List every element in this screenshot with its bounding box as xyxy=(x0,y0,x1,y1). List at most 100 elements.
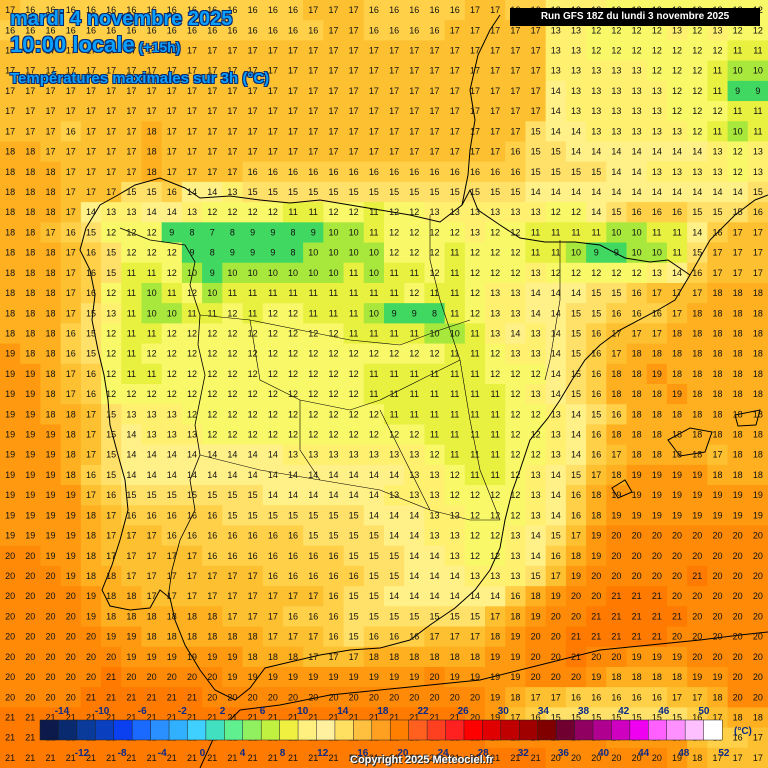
temperature-value: 21 xyxy=(106,672,116,682)
temperature-cell xyxy=(687,181,708,203)
temperature-cell xyxy=(222,545,244,567)
temperature-cell xyxy=(545,262,567,284)
temperature-cell xyxy=(60,464,82,486)
temperature-value: 14 xyxy=(551,369,561,379)
temperature-cell xyxy=(747,505,768,527)
temperature-value: 16 xyxy=(248,5,258,15)
temperature-value: 17 xyxy=(227,46,237,56)
temperature-cell xyxy=(161,485,183,506)
temperature-value: 14 xyxy=(167,470,177,480)
temperature-value: 21 xyxy=(632,611,642,621)
temperature-cell xyxy=(505,606,527,628)
temperature-cell xyxy=(323,262,345,284)
temperature-cell xyxy=(626,242,648,264)
temperature-value: 21 xyxy=(207,753,217,763)
temperature-cell xyxy=(262,0,284,21)
temperature-cell xyxy=(565,464,587,486)
colorbar-label: 30 xyxy=(498,706,510,717)
temperature-cell xyxy=(505,747,527,768)
temperature-cell xyxy=(707,141,729,163)
temperature-value: 18 xyxy=(712,288,722,298)
temperature-value: 19 xyxy=(753,510,763,520)
temperature-value: 15 xyxy=(470,611,480,621)
temperature-cell xyxy=(464,80,486,102)
temperature-value: 21 xyxy=(632,591,642,601)
temperature-value: 17 xyxy=(369,46,379,56)
temperature-value: 18 xyxy=(86,510,96,520)
temperature-value: 14 xyxy=(733,187,743,197)
temperature-value: 12 xyxy=(409,248,419,258)
temperature-cell xyxy=(727,161,749,183)
temperature-cell xyxy=(464,586,486,607)
temperature-cell xyxy=(545,666,567,688)
temperature-cell xyxy=(505,303,527,324)
temperature-cell xyxy=(545,444,567,466)
colorbar-label: -2 xyxy=(178,706,187,717)
temperature-value: 13 xyxy=(187,430,197,440)
regional-borders xyxy=(199,215,561,521)
temperature-value: 17 xyxy=(167,551,177,561)
temperature-value: 17 xyxy=(207,147,217,157)
temperature-cell xyxy=(606,626,628,648)
temperature-cell xyxy=(222,343,244,365)
temperature-cell xyxy=(202,363,223,385)
temperature-value: 15 xyxy=(510,187,520,197)
temperature-value: 18 xyxy=(147,611,157,621)
temperature-cell xyxy=(161,303,183,324)
temperature-value: 21 xyxy=(430,753,440,763)
temperature-cell xyxy=(586,60,607,82)
temperature-value: 17 xyxy=(430,147,440,157)
temperature-value: 15 xyxy=(611,207,621,217)
temperature-cell xyxy=(565,565,587,587)
temperature-cell xyxy=(101,525,122,547)
temperature-value: 20 xyxy=(632,551,642,561)
temperature-value: 17 xyxy=(490,86,500,96)
temperature-value: 18 xyxy=(753,712,763,722)
temperature-cell xyxy=(384,101,405,122)
temperature-cell xyxy=(505,545,527,567)
temperature-cell xyxy=(646,384,668,405)
temperature-cell xyxy=(0,485,21,506)
temperature-cell xyxy=(141,121,163,143)
temperature-cell xyxy=(343,0,365,21)
temperature-cell xyxy=(666,646,688,668)
temperature-cell xyxy=(161,464,183,486)
temperature-value: 12 xyxy=(510,227,520,237)
temperature-value: 17 xyxy=(268,106,278,116)
temperature-value: 17 xyxy=(106,167,116,177)
temperature-value: 16 xyxy=(591,430,601,440)
temperature-cell xyxy=(586,545,607,567)
map-parameter: Températures maximales sur 3h (°C) xyxy=(10,70,270,87)
temperature-value: 14 xyxy=(207,470,217,480)
temperature-value: 12 xyxy=(207,349,217,359)
temperature-value: 14 xyxy=(692,147,702,157)
temperature-value: 19 xyxy=(692,510,702,520)
temperature-value: 16 xyxy=(409,167,419,177)
temperature-cell xyxy=(646,444,668,466)
temperature-value: 11 xyxy=(430,389,439,399)
temperature-cell xyxy=(404,101,426,122)
temperature-value: 17 xyxy=(712,248,722,258)
temperature-cell xyxy=(626,60,648,82)
temperature-value: 19 xyxy=(510,632,520,642)
temperature-value: 20 xyxy=(66,611,76,621)
temperature-value: 17 xyxy=(86,46,96,56)
temperature-cell xyxy=(384,323,405,345)
temperature-cell xyxy=(586,202,607,223)
temperature-value: 12 xyxy=(248,409,258,419)
temperature-cell xyxy=(323,0,345,21)
temperature-cell xyxy=(747,727,768,749)
temperature-value: 17 xyxy=(652,288,662,298)
temperature-cell xyxy=(626,747,648,768)
temperature-value: 11 xyxy=(531,248,540,258)
temperature-value: 14 xyxy=(531,551,541,561)
temperature-value: 17 xyxy=(207,591,217,601)
temperature-cell xyxy=(80,525,102,547)
temperature-cell xyxy=(60,424,82,446)
temperature-value: 16 xyxy=(672,207,682,217)
temperature-cell xyxy=(262,505,284,527)
temperature-value: 16 xyxy=(632,308,642,318)
temperature-cell xyxy=(666,101,688,122)
temperature-cell xyxy=(687,565,708,587)
temperature-cell xyxy=(222,323,244,345)
